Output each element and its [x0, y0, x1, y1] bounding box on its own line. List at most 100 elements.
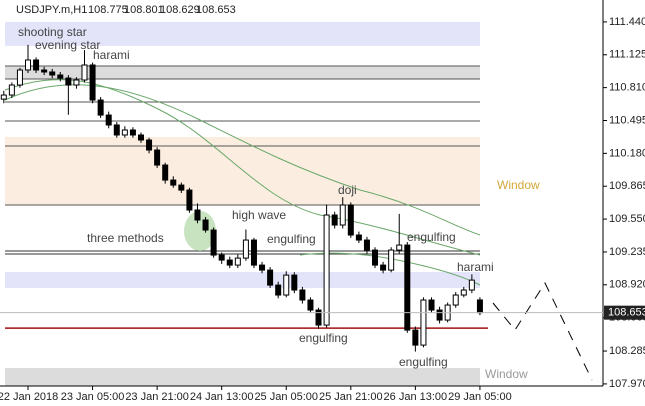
candle-body: [25, 59, 32, 71]
candle-body: [8, 84, 15, 96]
x-tick-label: 23 Jan 05:00: [61, 391, 125, 403]
candle-body: [178, 184, 185, 191]
candle-body: [283, 274, 290, 296]
x-tick-label: 24 Jan 13:00: [190, 391, 254, 403]
chart-title: USDJPY.m,H1: [16, 4, 87, 16]
annotation: engulfing: [299, 331, 348, 345]
candle-body: [299, 289, 306, 301]
candle-body: [97, 99, 104, 116]
x-tick-label: 29 Jan 05:00: [448, 391, 512, 403]
candle-body: [89, 64, 96, 101]
y-tick-label: 108.920: [609, 279, 645, 291]
candle-body: [226, 259, 233, 266]
y-tick-label: 110.810: [609, 82, 645, 94]
candle-body: [57, 74, 64, 79]
candle-body: [323, 214, 330, 326]
header: USDJPY.m,H1 108.775 108.801 108.629 108.…: [16, 4, 236, 16]
candle-body: [259, 264, 266, 271]
zone: [5, 368, 480, 386]
candle-body: [113, 124, 120, 136]
candle-body: [218, 254, 225, 261]
candle-body: [331, 214, 338, 226]
candle-body: [186, 189, 193, 211]
candle-body: [315, 309, 322, 326]
candle-body: [146, 139, 153, 151]
candle-body: [339, 204, 346, 226]
candle-body: [16, 69, 23, 86]
annotation: shooting star: [18, 25, 87, 39]
high-value: 108.801: [124, 4, 164, 16]
zones: [5, 21, 480, 386]
annotation: engulfing: [407, 230, 456, 244]
candle-body: [65, 77, 72, 86]
annotation: three methods: [87, 231, 164, 245]
candle-body: [347, 204, 354, 236]
annotation: evening star: [35, 38, 100, 52]
candle-body: [404, 244, 411, 331]
candle-body: [0, 94, 7, 100]
candle-body: [41, 69, 48, 73]
candle-body: [49, 71, 56, 76]
candle-body: [372, 249, 379, 266]
x-tick-label: 22 Jan 2018: [0, 391, 58, 403]
candle-body: [105, 114, 112, 126]
x-tick-label: 23 Jan 21:00: [125, 391, 189, 403]
y-tick-label: 109.550: [609, 213, 645, 225]
candle-body: [194, 209, 201, 221]
candle-body: [33, 59, 40, 71]
candle-body: [170, 179, 177, 186]
candle-body: [210, 229, 217, 256]
x-tick-label: 25 Jan 21:00: [319, 391, 383, 403]
candle-body: [388, 249, 395, 271]
candle-body: [242, 239, 249, 259]
current-price-box: [604, 305, 645, 320]
y-tick-label: 108.285: [609, 345, 645, 357]
candle-body: [267, 269, 274, 286]
candle-body: [81, 64, 88, 81]
candle-body: [428, 299, 435, 311]
zone: [5, 136, 480, 205]
y-tick-label: 111.125: [609, 49, 645, 61]
annotation: harami: [93, 48, 130, 62]
low-value: 108.629: [160, 4, 200, 16]
candle-body: [307, 299, 314, 311]
candle-body: [162, 164, 169, 181]
moving-average: [4, 84, 481, 236]
y-tick-label: 109.235: [609, 246, 645, 258]
y-tick-label: 107.970: [609, 378, 645, 390]
candle-body: [291, 274, 298, 291]
candle-body: [476, 299, 483, 314]
annotation: Window: [485, 367, 528, 381]
candle-body: [250, 239, 257, 266]
annotation: harami: [457, 260, 494, 274]
candle-body: [234, 257, 241, 266]
annotation: doji: [338, 183, 357, 197]
y-tick-label: 111.440: [609, 16, 645, 28]
projection-arrow: [492, 281, 593, 381]
candle-body: [275, 284, 282, 296]
y-tick-label: 110.180: [609, 147, 645, 159]
candle-body: [396, 244, 403, 251]
x-tick-label: 25 Jan 05:00: [254, 391, 318, 403]
annotation: engulfing: [399, 355, 448, 369]
candle-body: [73, 79, 80, 86]
candle-body: [355, 234, 362, 241]
x-tick-label: 26 Jan 13:00: [384, 391, 448, 403]
close-value: 108.653: [196, 4, 236, 16]
zone: [5, 272, 480, 289]
current-price-label: 108.653: [608, 307, 645, 319]
y-tick-label: 110.495: [609, 114, 645, 126]
candle-body: [202, 219, 209, 231]
annotation: Window: [497, 178, 540, 192]
candles: [0, 44, 483, 352]
candle-body: [436, 309, 443, 321]
open-value: 108.775: [88, 4, 128, 16]
candle-body: [363, 239, 370, 251]
annotation: high wave: [232, 208, 286, 222]
candle-body: [412, 329, 419, 346]
candle-body: [380, 264, 387, 271]
annotation: engulfing: [267, 232, 316, 246]
candle-body: [154, 149, 161, 166]
